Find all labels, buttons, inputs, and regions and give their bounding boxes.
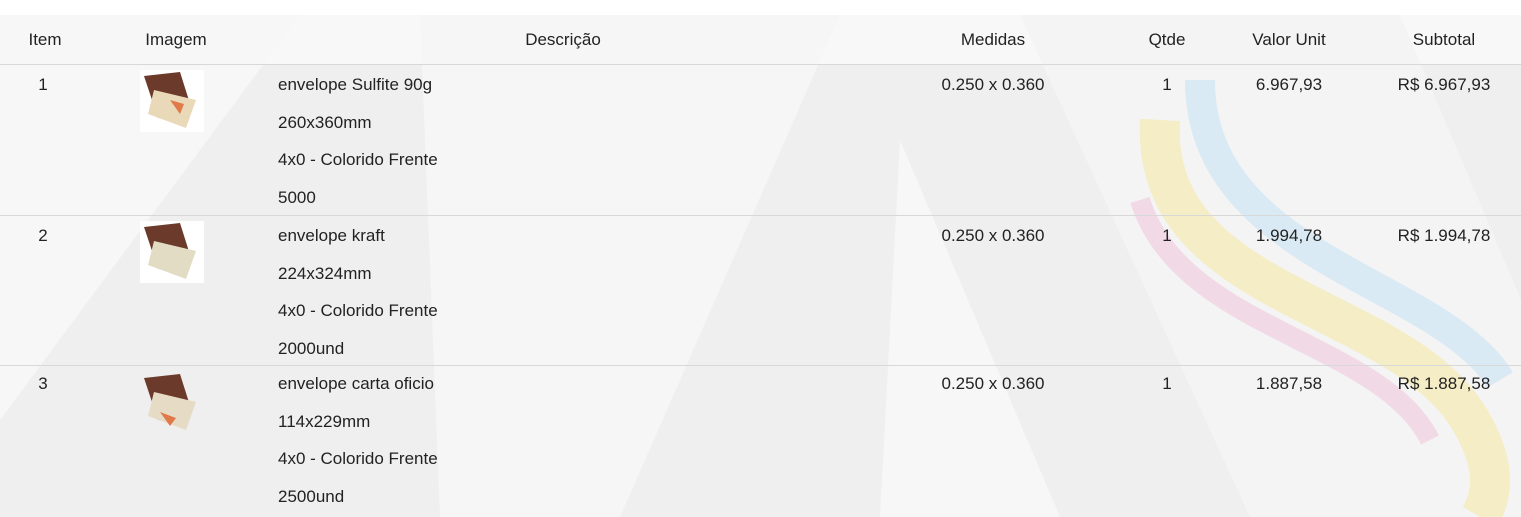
description-line: 260x360mm [278,113,372,133]
description-line: 2500und [278,487,344,507]
quantity: 1 [1162,75,1171,95]
measurements: 0.250 x 0.360 [941,75,1044,95]
column-header: Medidas [961,30,1025,50]
unit-price: 1.887,58 [1256,374,1322,394]
description-line: envelope Sulfite 90g [278,75,432,95]
description-line: envelope kraft [278,226,385,246]
column-header: Item [28,30,61,50]
measurements: 0.250 x 0.360 [941,374,1044,394]
column-header: Qtde [1149,30,1186,50]
description-line: 2000und [278,339,344,359]
description-line: 224x324mm [278,264,372,284]
item-number: 3 [38,374,47,394]
unit-price: 6.967,93 [1256,75,1322,95]
column-header: Valor Unit [1252,30,1325,50]
item-number: 1 [38,75,47,95]
quantity: 1 [1162,226,1171,246]
column-header: Imagem [145,30,206,50]
description-line: 4x0 - Colorido Frente [278,150,438,170]
product-image [140,372,204,434]
column-header: Subtotal [1413,30,1475,50]
measurements: 0.250 x 0.360 [941,226,1044,246]
unit-price: 1.994,78 [1256,226,1322,246]
item-number: 2 [38,226,47,246]
subtotal: R$ 1.994,78 [1398,226,1491,246]
quantity: 1 [1162,374,1171,394]
description-line: 5000 [278,188,316,208]
row-separator [0,215,1521,216]
subtotal: R$ 1.887,58 [1398,374,1491,394]
description-line: 4x0 - Colorido Frente [278,301,438,321]
column-header: Descrição [525,30,601,50]
product-image [140,70,204,132]
product-image [140,221,204,283]
description-line: envelope carta oficio [278,374,434,394]
subtotal: R$ 6.967,93 [1398,75,1491,95]
description-line: 114x229mm [278,412,370,432]
row-separator [0,64,1521,65]
row-separator [0,365,1521,366]
page: {"table": { "header": ["Item", "Imagem",… [0,0,1521,517]
description-line: 4x0 - Colorido Frente [278,449,438,469]
